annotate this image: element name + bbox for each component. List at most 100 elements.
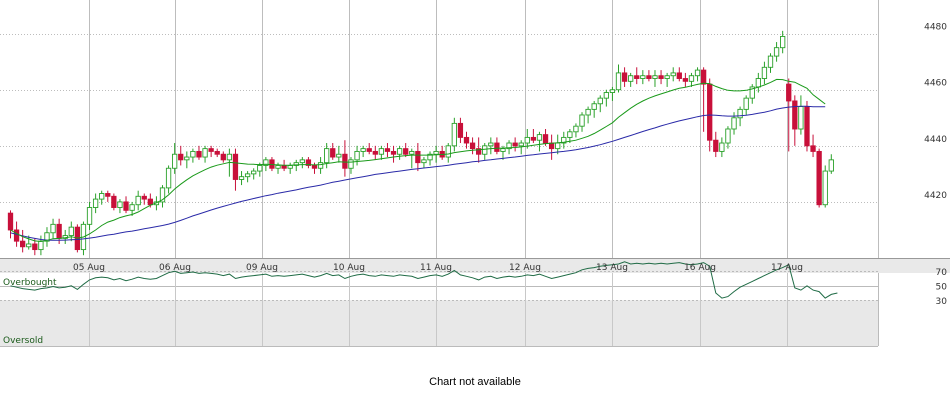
candle-body — [56, 223, 62, 239]
candle-body — [755, 78, 761, 88]
candle-body — [244, 173, 251, 178]
candle-body — [786, 83, 792, 102]
candle-up — [317, 157, 324, 174]
candle-body — [561, 136, 567, 144]
candle-body — [530, 136, 537, 141]
oversold-zone — [0, 300, 878, 346]
candle-body — [105, 193, 111, 197]
candle-down — [469, 137, 476, 155]
candle-up — [427, 151, 433, 166]
candle-body — [403, 148, 409, 155]
candle-down — [390, 145, 397, 163]
candle-body — [822, 170, 828, 206]
candle-body — [615, 72, 622, 91]
candle-up — [597, 95, 603, 113]
candle-down — [786, 78, 792, 152]
candle-up — [828, 154, 834, 174]
candle-up — [615, 64, 622, 93]
candle-down — [676, 67, 682, 82]
sma-short-line — [10, 78, 826, 243]
candle-body — [196, 150, 202, 158]
candle-up — [92, 193, 99, 214]
candle-up — [524, 129, 530, 149]
y-tick-label: 4460 — [924, 79, 947, 89]
candle-up — [822, 165, 828, 208]
candle-up — [628, 72, 634, 87]
candle-body — [476, 148, 482, 155]
candle-body — [32, 243, 38, 251]
candle-body — [603, 92, 609, 99]
candle-body — [488, 142, 494, 147]
candle-up — [591, 100, 597, 118]
candle-up — [749, 84, 755, 104]
candle-down — [214, 148, 220, 158]
candle-up — [86, 201, 93, 230]
candle-up — [579, 112, 585, 132]
candle-body — [257, 165, 263, 172]
candle-body — [396, 148, 403, 155]
candle-up — [573, 123, 579, 138]
oscillator-tick-label: 30 — [936, 297, 948, 307]
candle-body — [129, 204, 135, 211]
candle-body — [238, 176, 245, 180]
candle-body — [427, 153, 433, 161]
candle-body — [44, 232, 50, 242]
candle-down — [542, 129, 549, 146]
candle-down — [330, 143, 336, 160]
candle-body — [573, 125, 579, 133]
candle-down — [111, 193, 117, 211]
candle-up — [603, 89, 609, 107]
candle-body — [749, 86, 755, 99]
candle-up — [360, 145, 366, 158]
candle-body — [731, 117, 737, 130]
candle-body — [165, 167, 172, 189]
candle-body — [232, 153, 239, 180]
candle-body — [664, 75, 670, 79]
candle-up — [251, 168, 257, 180]
candle-up — [190, 148, 196, 163]
candle-body — [372, 150, 378, 155]
candle-down — [123, 196, 129, 214]
candle-body — [816, 150, 822, 206]
candle-up — [409, 148, 415, 169]
sma-long-line — [10, 105, 826, 241]
candle-body — [342, 153, 348, 169]
candle-body — [700, 69, 707, 85]
candle-down — [713, 131, 719, 158]
candle-body — [99, 193, 105, 200]
candle-down — [7, 210, 14, 239]
candle-up — [433, 145, 439, 163]
candle-body — [457, 122, 464, 138]
candle-body — [500, 148, 506, 152]
candles — [7, 30, 834, 256]
x-tick-label: 13 Aug — [596, 263, 628, 273]
candle-body — [433, 150, 439, 155]
candle-body — [305, 159, 312, 166]
candle-body — [463, 136, 470, 144]
axis-labels: Overbought Oversold 70 50 30 4420 4440 4460 4480… — [3, 23, 947, 346]
candle-down — [20, 229, 26, 253]
oscillator-panel — [0, 261, 879, 347]
candle-up — [299, 157, 305, 169]
candle-up — [348, 157, 354, 174]
candle-up — [354, 145, 360, 166]
candle-body — [652, 75, 658, 79]
candle-body — [38, 240, 44, 251]
candle-body — [26, 243, 32, 248]
candle-body — [141, 195, 147, 200]
candle-body — [220, 153, 226, 161]
candle-body — [628, 75, 634, 82]
candle-up — [26, 235, 32, 250]
oversold-label: Oversold — [3, 336, 43, 346]
candle-down — [792, 95, 798, 146]
candle-up — [99, 190, 105, 205]
candle-down — [141, 193, 147, 205]
candle-body — [421, 159, 427, 164]
candle-body — [798, 106, 804, 130]
x-axis-band — [0, 258, 950, 273]
candle-up — [336, 145, 342, 163]
candle-up — [780, 30, 786, 54]
candle-up — [244, 171, 251, 183]
candle-up — [536, 131, 543, 152]
